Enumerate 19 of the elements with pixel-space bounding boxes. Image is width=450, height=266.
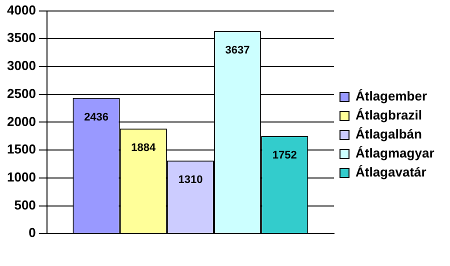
y-tick-label: 2500 <box>7 86 36 101</box>
data-label: 1310 <box>178 174 203 186</box>
legend-label: Átlagalbán <box>356 126 422 142</box>
y-tick-label: 3000 <box>7 58 36 74</box>
y-tick-label: 0 <box>28 225 36 240</box>
legend-label: Átlagmagyar <box>356 146 434 161</box>
y-tick-label: 3500 <box>7 30 36 46</box>
y-tick-label: 1500 <box>7 142 36 157</box>
data-label: 2436 <box>84 111 109 124</box>
legend-label: Átlagbrazil <box>356 108 422 123</box>
y-tick-label: 1000 <box>7 169 36 184</box>
y-tick-label: 4000 <box>7 2 36 18</box>
legend-label: Átlagavatár <box>356 164 426 180</box>
y-tick-label: 2000 <box>7 114 36 129</box>
data-label: 3637 <box>225 44 250 57</box>
data-label: 1884 <box>131 142 156 154</box>
y-tick-label: 500 <box>14 197 36 212</box>
data-label: 1752 <box>272 150 297 162</box>
legend-label: Átlagember <box>356 88 428 104</box>
